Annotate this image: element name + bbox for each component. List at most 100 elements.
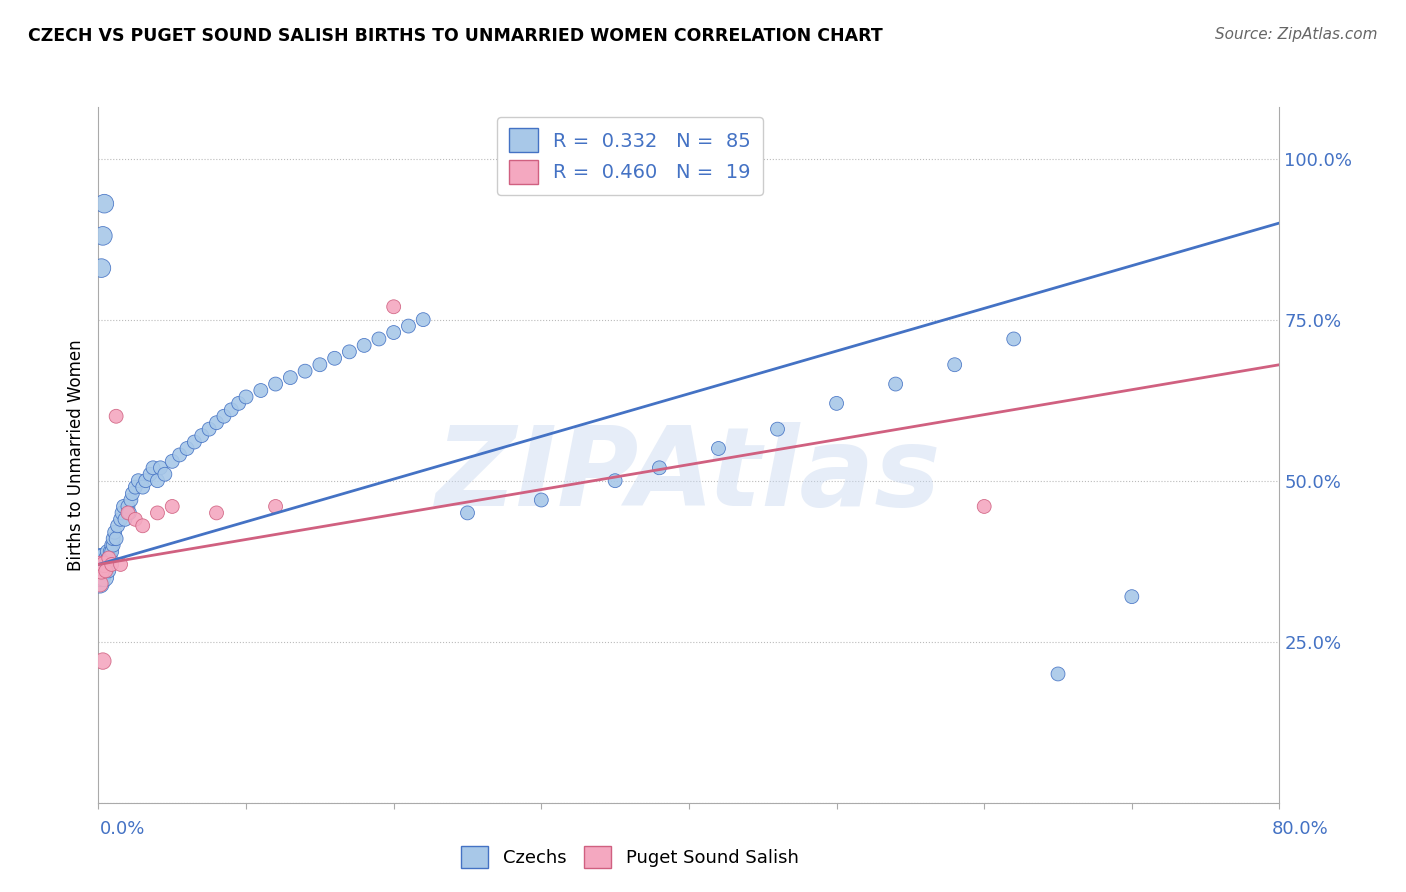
Point — [91, 564, 114, 578]
Point — [456, 506, 478, 520]
Point — [212, 409, 235, 424]
Point — [97, 551, 120, 566]
Point — [132, 480, 155, 494]
Point — [530, 493, 553, 508]
Point — [766, 422, 789, 436]
Point — [1046, 667, 1069, 681]
Point — [382, 300, 405, 314]
Point — [121, 486, 143, 500]
Point — [120, 493, 142, 508]
Point — [100, 538, 122, 552]
Point — [90, 551, 112, 566]
Point — [153, 467, 176, 482]
Text: ZIPAtlas: ZIPAtlas — [436, 422, 942, 529]
Point — [169, 448, 191, 462]
Point — [111, 506, 134, 520]
Point — [98, 544, 121, 558]
Point — [278, 370, 302, 384]
Point — [110, 558, 132, 572]
Point — [112, 500, 135, 514]
Point — [90, 558, 112, 572]
Point — [90, 564, 112, 578]
Point — [139, 467, 162, 482]
Point — [93, 558, 115, 572]
Point — [118, 506, 141, 520]
Point — [94, 558, 117, 572]
Point — [162, 500, 183, 514]
Point — [89, 576, 111, 591]
Point — [412, 312, 434, 326]
Point — [250, 384, 273, 398]
Point — [132, 518, 155, 533]
Point — [104, 525, 127, 540]
Point — [89, 570, 111, 584]
Point — [96, 558, 118, 572]
Point — [90, 564, 112, 578]
Point — [93, 558, 115, 572]
Point — [89, 558, 111, 572]
Point — [97, 564, 120, 578]
Point — [89, 558, 111, 572]
Point — [162, 454, 183, 468]
Point — [89, 564, 111, 578]
Point — [94, 551, 117, 566]
Point — [264, 500, 287, 514]
Point — [353, 338, 375, 352]
Point — [146, 474, 169, 488]
Point — [91, 228, 114, 243]
Point — [191, 428, 214, 442]
Point — [89, 576, 111, 591]
Point — [90, 261, 112, 276]
Point — [103, 532, 125, 546]
Point — [93, 570, 115, 584]
Point — [396, 319, 419, 334]
Point — [149, 460, 172, 475]
Point — [205, 416, 228, 430]
Point — [1121, 590, 1143, 604]
Point — [884, 377, 907, 392]
Point — [127, 474, 149, 488]
Point — [103, 538, 125, 552]
Point — [264, 377, 287, 392]
Point — [100, 544, 122, 558]
Text: Source: ZipAtlas.com: Source: ZipAtlas.com — [1215, 27, 1378, 42]
Point — [89, 551, 111, 566]
Legend: Czechs, Puget Sound Salish: Czechs, Puget Sound Salish — [453, 838, 807, 877]
Point — [973, 500, 995, 514]
Point — [146, 506, 169, 520]
Point — [117, 506, 139, 520]
Point — [323, 351, 346, 366]
Point — [235, 390, 257, 404]
Point — [337, 344, 360, 359]
Point — [605, 474, 627, 488]
Point — [382, 326, 405, 340]
Point — [943, 358, 966, 372]
Point — [648, 460, 671, 475]
Point — [198, 422, 221, 436]
Text: CZECH VS PUGET SOUND SALISH BIRTHS TO UNMARRIED WOMEN CORRELATION CHART: CZECH VS PUGET SOUND SALISH BIRTHS TO UN… — [28, 27, 883, 45]
Point — [90, 570, 112, 584]
Point — [93, 196, 115, 211]
Point — [183, 435, 205, 450]
Point — [100, 558, 122, 572]
Point — [176, 442, 198, 456]
Point — [97, 551, 120, 566]
Point — [135, 474, 157, 488]
Text: 0.0%: 0.0% — [100, 820, 145, 838]
Point — [205, 506, 228, 520]
Point — [114, 512, 136, 526]
Point — [1002, 332, 1025, 346]
Point — [707, 442, 730, 456]
Point — [94, 564, 117, 578]
Point — [91, 551, 114, 566]
Point — [368, 332, 391, 346]
Point — [309, 358, 332, 372]
Point — [117, 500, 139, 514]
Point — [96, 544, 118, 558]
Point — [142, 460, 165, 475]
Point — [107, 518, 129, 533]
Point — [219, 402, 242, 417]
Point — [93, 564, 115, 578]
Point — [825, 396, 848, 410]
Text: 80.0%: 80.0% — [1272, 820, 1329, 838]
